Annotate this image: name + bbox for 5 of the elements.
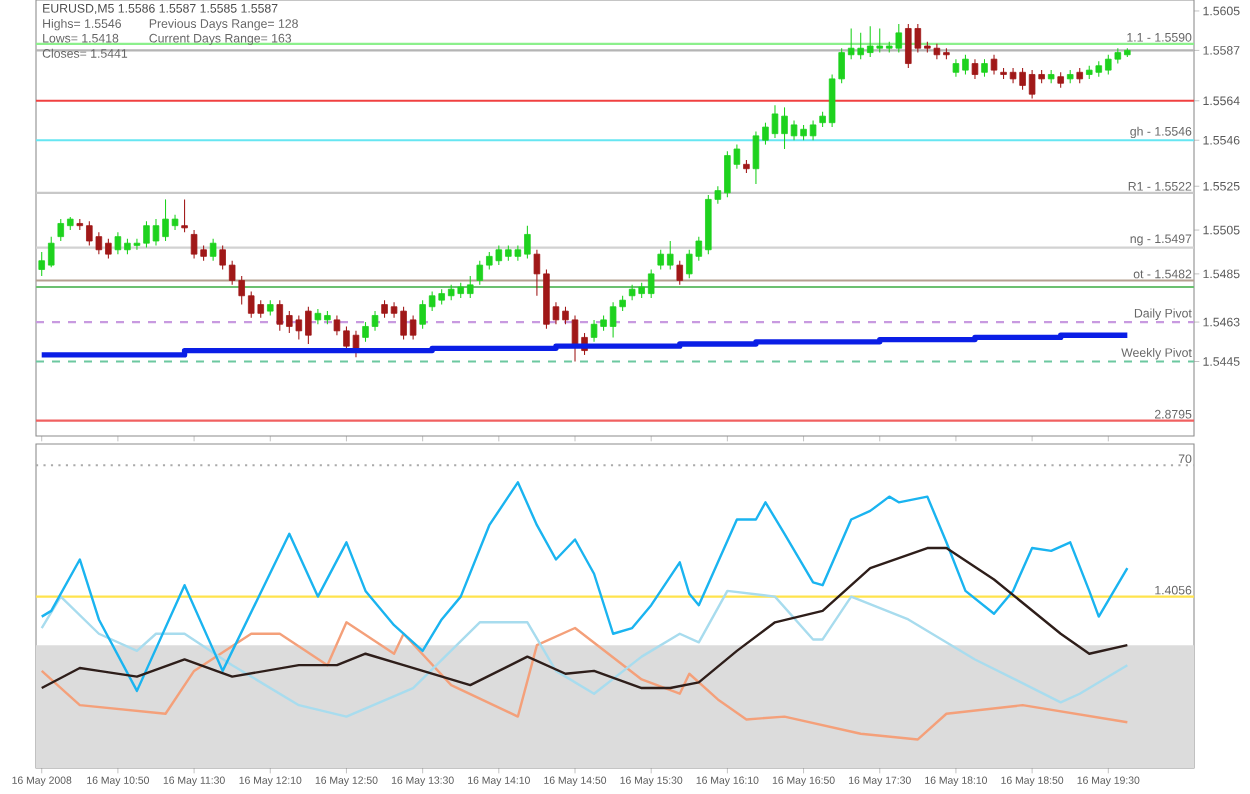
candlestick xyxy=(181,198,188,233)
candlestick xyxy=(971,58,979,80)
candlestick xyxy=(209,238,217,262)
candlestick xyxy=(990,54,998,76)
candlestick xyxy=(676,260,684,286)
